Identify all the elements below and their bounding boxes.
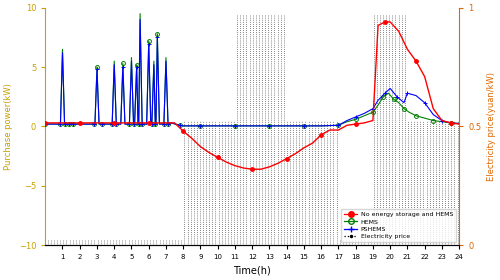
Legend: No energy storage and HEMS, HEMS, PSHEMS, Electricity price: No energy storage and HEMS, HEMS, PSHEMS… [340, 209, 456, 242]
Y-axis label: Purchase power(kW): Purchase power(kW) [4, 83, 13, 170]
Y-axis label: Electricity price(yuan/kW): Electricity price(yuan/kW) [487, 72, 496, 181]
X-axis label: Time(h): Time(h) [234, 266, 271, 276]
